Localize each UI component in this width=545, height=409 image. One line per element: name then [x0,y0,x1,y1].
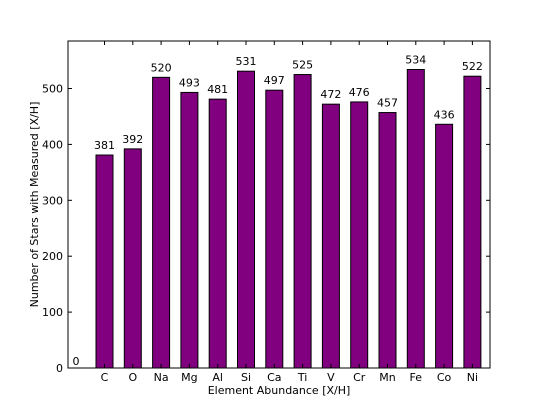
data-label-si: 531 [236,55,257,68]
x-tick-label-v: V [327,371,335,384]
y-tick-label-500: 500 [42,83,63,96]
plot-frame [67,40,491,369]
bar-cr [350,101,369,369]
bar-ca [265,89,284,369]
zero-annotation: 0 [73,355,80,368]
data-label-cr: 476 [349,86,370,99]
data-label-fe: 534 [405,54,426,67]
data-label-ni: 522 [462,60,483,73]
data-label-o: 392 [122,133,143,146]
y-axis-title: Number of Stars with Measured [X/H] [28,102,41,308]
y-tick-label-300: 300 [42,194,63,207]
data-label-v: 472 [320,88,341,101]
data-label-na: 520 [151,61,172,74]
bar-o [123,148,142,369]
bar-ti [293,74,312,369]
x-tick-label-fe: Fe [410,371,423,384]
bar-co [435,123,454,369]
bar-mg [180,91,199,369]
data-label-co: 436 [434,108,455,121]
x-tick-label-ni: Ni [467,371,478,384]
x-tick-label-al: Al [212,371,223,384]
bar-mn [378,112,397,369]
x-tick-label-na: Na [154,371,169,384]
bar-al [208,98,227,369]
x-tick-label-o: O [128,371,137,384]
x-axis-title: Element Abundance [X/H] [208,384,351,397]
data-label-c: 381 [94,139,115,152]
data-label-mg: 493 [179,76,200,89]
y-tick-label-200: 200 [42,250,63,263]
x-tick-label-si: Si [241,371,251,384]
y-tick-label-0: 0 [56,362,63,375]
x-tick-label-c: C [101,371,109,384]
y-tick-label-400: 400 [42,138,63,151]
bar-fe [406,69,425,369]
x-ticks-group: C O Na Mg Al Si Ca Ti V Cr Mn Fe Co Ni [101,41,478,384]
bar-si [237,70,255,369]
x-tick-label-mg: Mg [181,371,197,384]
bars-group [95,69,482,369]
data-label-al: 481 [207,83,228,96]
bar-ni [463,75,482,369]
bar-v [321,103,340,369]
x-tick-label-cr: Cr [353,371,366,384]
bar-c [95,154,114,369]
x-tick-label-ti: Ti [297,371,307,384]
y-ticks-group: 0 100 200 300 400 500 [42,83,490,375]
data-label-mn: 457 [377,97,398,110]
x-tick-label-co: Co [437,371,452,384]
y-tick-label-100: 100 [42,306,63,319]
data-label-ca: 497 [264,74,285,87]
x-tick-label-ca: Ca [267,371,281,384]
data-label-ti: 525 [292,59,313,72]
bar-na [152,76,171,369]
x-tick-label-mn: Mn [379,371,395,384]
data-labels-group: 381 392 520 493 481 531 497 525 472 476 457 534 436 5… [94,54,483,153]
